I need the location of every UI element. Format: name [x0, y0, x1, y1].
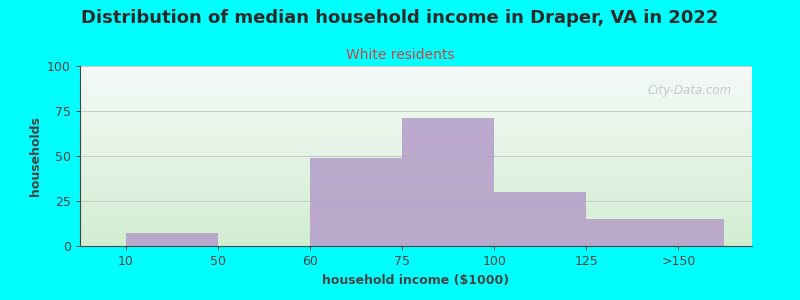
Bar [402, 118, 494, 246]
Text: City-Data.com: City-Data.com [648, 84, 732, 97]
Y-axis label: households: households [29, 116, 42, 196]
Bar [126, 233, 218, 246]
Text: White residents: White residents [346, 48, 454, 62]
Text: Distribution of median household income in Draper, VA in 2022: Distribution of median household income … [82, 9, 718, 27]
X-axis label: household income ($1000): household income ($1000) [322, 274, 510, 286]
Bar [494, 192, 586, 246]
Bar [586, 219, 724, 246]
Bar [310, 158, 402, 246]
